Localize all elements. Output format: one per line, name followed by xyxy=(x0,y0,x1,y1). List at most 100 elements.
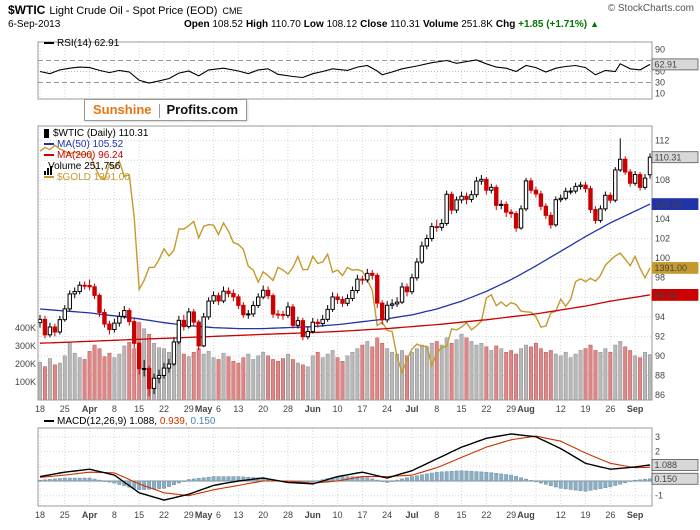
axis-value-box: 1.088 xyxy=(651,459,699,471)
svg-text:Jun: Jun xyxy=(305,510,321,520)
svg-text:10: 10 xyxy=(655,89,665,99)
ma200-line xyxy=(39,294,651,344)
volume-legend-label: Volume xyxy=(48,161,82,172)
svg-text:Aug: Aug xyxy=(517,404,535,414)
svg-text:May: May xyxy=(195,404,213,414)
legend-row-ma50: MA(50) 105.52 xyxy=(44,139,148,150)
vertical-gridlines xyxy=(39,42,636,99)
vertical-gridlines xyxy=(39,428,636,506)
svg-text:28: 28 xyxy=(283,510,293,520)
svg-text:300K: 300K xyxy=(15,341,36,351)
axis-value-box: 62.91 xyxy=(651,58,699,71)
svg-text:Aug: Aug xyxy=(517,510,535,520)
gold-line xyxy=(39,144,651,375)
svg-text:17: 17 xyxy=(357,404,367,414)
legend-row-gold: $GOLD 1391.00 xyxy=(44,172,148,183)
ma200-legend-label: MA(200) xyxy=(57,150,96,161)
svg-text:19: 19 xyxy=(581,510,591,520)
svg-text:20: 20 xyxy=(258,510,268,520)
rsi-line-icon xyxy=(44,42,54,45)
svg-text:Sep: Sep xyxy=(627,510,644,520)
svg-text:94: 94 xyxy=(655,312,665,322)
svg-text:100K: 100K xyxy=(15,377,36,387)
macd-legend: MACD(12,26,9) 1.088, 0.939, 0.150 xyxy=(44,416,215,427)
svg-text:62.91: 62.91 xyxy=(655,60,678,70)
chg-label: Chg xyxy=(495,19,516,30)
close-value: 110.31 xyxy=(390,19,421,30)
macd-legend-value: 1.088, xyxy=(129,416,158,427)
gold-legend-value: 1391.00 xyxy=(93,172,130,183)
svg-text:19: 19 xyxy=(581,404,591,414)
logo-part1: Sunshine xyxy=(93,102,152,117)
ma50-legend-value: 105.52 xyxy=(92,139,124,150)
axis-value-box: 105.52 xyxy=(651,198,699,210)
gold-line-icon xyxy=(44,176,54,179)
svg-text:102: 102 xyxy=(655,234,670,244)
svg-text:13: 13 xyxy=(233,404,243,414)
volume-legend-value: 251,756 xyxy=(84,161,121,172)
rsi-level-lines xyxy=(38,60,652,83)
axis-value-box: 110.31 xyxy=(651,151,699,164)
svg-text:1391.00: 1391.00 xyxy=(655,263,688,273)
svg-text:Apr: Apr xyxy=(82,404,98,414)
svg-text:26: 26 xyxy=(605,404,615,414)
rsi-line xyxy=(39,59,651,84)
svg-text:Apr: Apr xyxy=(82,510,98,520)
svg-text:8: 8 xyxy=(112,404,117,414)
svg-text:8: 8 xyxy=(112,510,117,520)
svg-text:10: 10 xyxy=(333,404,343,414)
svg-text:May: May xyxy=(195,510,213,520)
rsi-legend-value: 62.91 xyxy=(94,38,120,49)
svg-text:Sep: Sep xyxy=(627,404,644,414)
stockcharts-copyright-link[interactable]: © StockCharts.com xyxy=(607,3,694,14)
low-value: 108.12 xyxy=(326,19,358,30)
volume-axis-ticks: 400K 300K 200K 100K xyxy=(15,323,36,387)
svg-text:29: 29 xyxy=(506,404,516,414)
svg-text:28: 28 xyxy=(283,404,293,414)
svg-text:88: 88 xyxy=(655,371,665,381)
svg-text:96.24: 96.24 xyxy=(655,290,678,300)
svg-text:Jul: Jul xyxy=(405,510,418,520)
svg-text:104: 104 xyxy=(655,214,670,224)
svg-text:15: 15 xyxy=(134,510,144,520)
macd-legend-label: MACD(12,26,9) xyxy=(57,416,127,427)
svg-text:24: 24 xyxy=(382,404,392,414)
ma200-line-icon xyxy=(44,154,54,157)
high-label: High xyxy=(245,19,269,30)
rsi-legend-label: RSI(14) xyxy=(57,38,92,49)
up-arrow-icon: ▲ xyxy=(590,19,599,29)
svg-text:200K: 200K xyxy=(15,359,36,369)
svg-text:6: 6 xyxy=(216,510,221,520)
svg-text:15: 15 xyxy=(457,404,467,414)
axis-value-box: 1391.00 xyxy=(651,262,699,274)
chg-value: +1.85 (+1.71%) xyxy=(518,19,588,30)
signal-line xyxy=(39,435,651,497)
svg-text:13: 13 xyxy=(233,510,243,520)
svg-text:17: 17 xyxy=(357,510,367,520)
svg-text:105.52: 105.52 xyxy=(655,199,683,209)
macd-line-icon xyxy=(44,420,54,423)
svg-text:24: 24 xyxy=(382,510,392,520)
svg-text:50: 50 xyxy=(655,67,665,77)
macd-panel: 3210-11.0880.1501825Apr8152229May6132028… xyxy=(35,427,699,520)
svg-text:22: 22 xyxy=(159,510,169,520)
symbol-legend-value: 110.31 xyxy=(118,128,149,139)
ma50-legend-label: MA(50) xyxy=(57,139,90,150)
gold-legend-label: $GOLD xyxy=(57,172,91,183)
svg-text:18: 18 xyxy=(35,510,45,520)
logo-part2: Profits.com xyxy=(166,102,239,117)
macd-plot-border xyxy=(37,427,653,507)
svg-text:-1: -1 xyxy=(655,491,663,501)
svg-text:29: 29 xyxy=(506,510,516,520)
macd-line xyxy=(39,433,651,501)
ma200-series xyxy=(39,294,651,344)
ma50-series xyxy=(39,203,651,330)
svg-text:Jul: Jul xyxy=(405,404,418,414)
svg-text:22: 22 xyxy=(481,510,491,520)
svg-text:12: 12 xyxy=(556,510,566,520)
high-value: 110.70 xyxy=(270,19,301,30)
rsi-plot-border xyxy=(37,41,653,100)
macd-signal-series xyxy=(39,435,651,497)
